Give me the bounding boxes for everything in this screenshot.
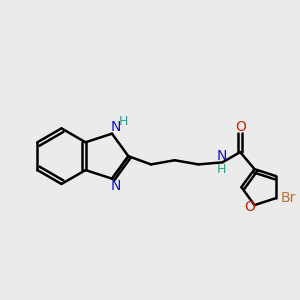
- Text: O: O: [235, 120, 246, 134]
- Text: N: N: [110, 179, 121, 194]
- Text: H: H: [119, 115, 128, 128]
- Text: N: N: [111, 120, 121, 134]
- Text: Br: Br: [281, 191, 296, 205]
- Text: N: N: [217, 148, 227, 163]
- Text: H: H: [217, 163, 226, 176]
- Text: O: O: [244, 200, 255, 214]
